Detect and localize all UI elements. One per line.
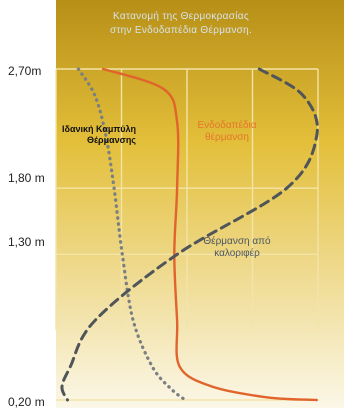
label-radiator-line-2: καλοριφέρ (214, 248, 260, 259)
label-radiator-line-1: Θέρμανση από (203, 236, 271, 247)
label-ideal-curve: Ιδανική Καμπύλη Θέρμανσης (58, 124, 136, 146)
y-tick-label-1-30: 1,30 m (8, 235, 45, 249)
label-ideal-line-2: Θέρμανσης (86, 135, 136, 145)
series-lines (60, 67, 319, 402)
label-ideal-line-1: Ιδανική Καμπύλη (62, 124, 136, 134)
chart-background (56, 0, 344, 408)
y-tick-label-2-70: 2,70m (8, 64, 42, 78)
y-tick-label-0-20: 0,20 m (8, 395, 45, 409)
series-floor-heating (101, 67, 318, 402)
label-floor-line-1: Ενδοδαπέδια (197, 120, 257, 131)
label-floor-heating: Ενδοδαπέδια θέρμανση (182, 120, 272, 144)
y-tick-label-1-80: 1,80 m (8, 171, 45, 185)
label-radiator-heating: Θέρμανση από καλοριφέρ (182, 236, 292, 260)
chart-title-line-2: στην Ενδοδαπέδια Θέρμανση. (109, 25, 253, 36)
series-radiator-heating (60, 67, 319, 402)
grid-lines (55, 68, 319, 401)
series-ideal-curve (76, 67, 187, 402)
label-floor-line-2: θέρμανση (205, 132, 249, 143)
chart-title-line-1: Κατανομή της Θερμοκρασίας (113, 11, 249, 22)
